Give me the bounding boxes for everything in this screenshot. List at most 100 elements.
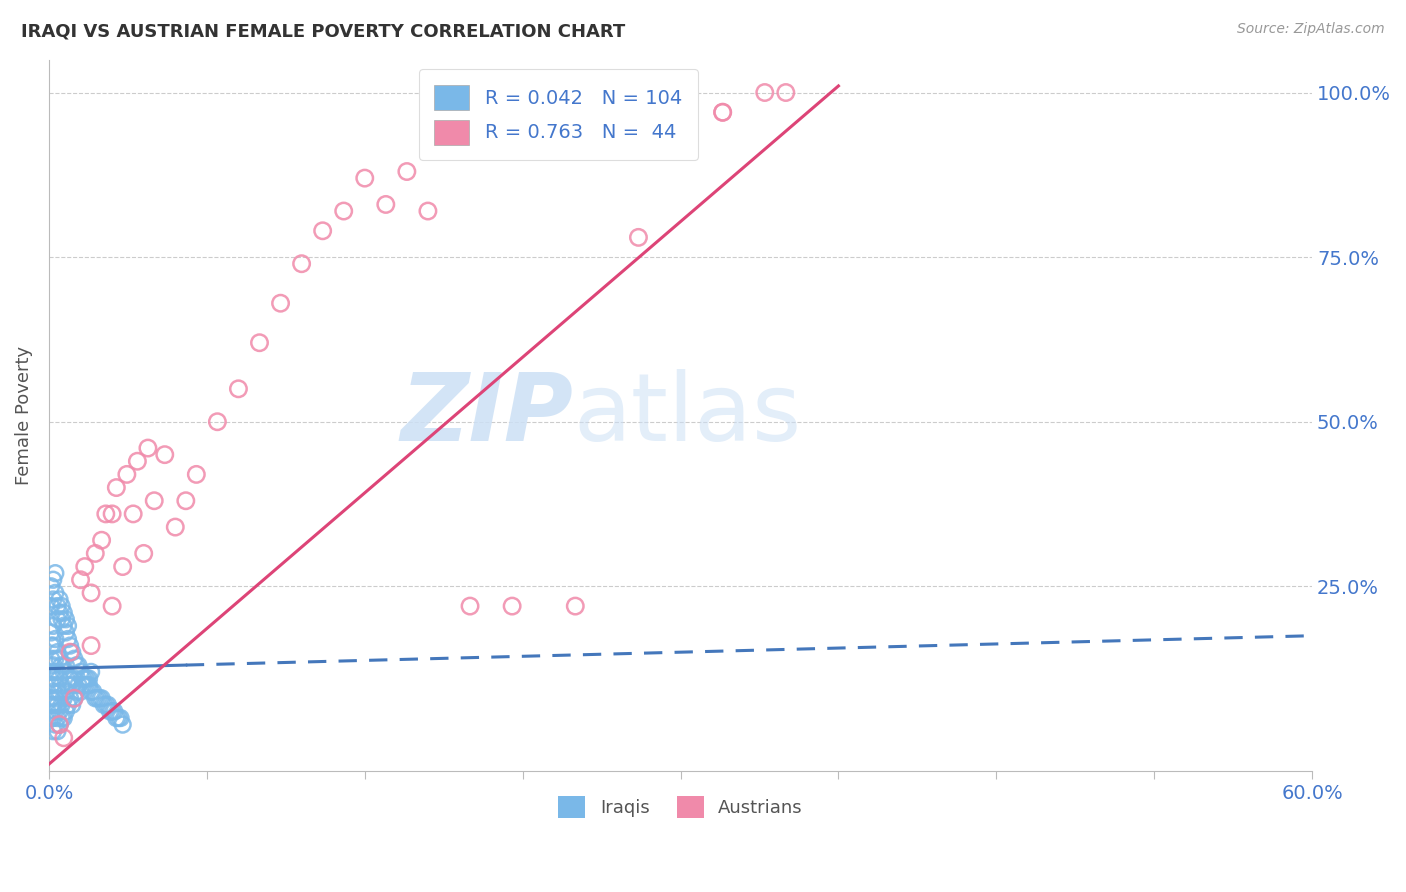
Point <box>127 454 149 468</box>
Point <box>186 467 208 482</box>
Point <box>80 665 103 679</box>
Point <box>44 691 66 706</box>
Point <box>55 705 77 719</box>
Point <box>46 724 69 739</box>
Point <box>46 645 69 659</box>
Point <box>105 711 128 725</box>
Point <box>44 586 66 600</box>
Point <box>89 691 111 706</box>
Point <box>60 698 83 712</box>
Point <box>39 665 62 679</box>
Point <box>72 678 94 692</box>
Point <box>44 566 66 581</box>
Point <box>48 592 70 607</box>
Point <box>77 672 100 686</box>
Point <box>39 639 62 653</box>
Point <box>44 632 66 646</box>
Point <box>52 731 75 745</box>
Point <box>80 639 103 653</box>
Point <box>93 698 115 712</box>
Point <box>56 632 79 646</box>
Point <box>46 684 69 698</box>
Point <box>174 493 197 508</box>
Point <box>111 717 134 731</box>
Point <box>711 105 734 120</box>
Point <box>84 691 107 706</box>
Point <box>39 625 62 640</box>
Point <box>42 639 65 653</box>
Point <box>51 711 73 725</box>
Point <box>56 678 79 692</box>
Point <box>101 507 124 521</box>
Point <box>76 678 98 692</box>
Point <box>711 105 734 120</box>
Point <box>73 559 96 574</box>
Point <box>86 691 108 706</box>
Point <box>39 678 62 692</box>
Point <box>63 691 86 706</box>
Point <box>228 382 250 396</box>
Point <box>132 546 155 560</box>
Point <box>63 652 86 666</box>
Point <box>39 579 62 593</box>
Point <box>291 257 314 271</box>
Point <box>311 224 333 238</box>
Point <box>165 520 187 534</box>
Point <box>46 711 69 725</box>
Point <box>332 204 354 219</box>
Point <box>94 507 117 521</box>
Point <box>77 678 100 692</box>
Point <box>42 658 65 673</box>
Point <box>270 296 292 310</box>
Point <box>42 711 65 725</box>
Point <box>44 717 66 731</box>
Point <box>115 467 138 482</box>
Point <box>52 691 75 706</box>
Point <box>122 507 145 521</box>
Point <box>103 705 125 719</box>
Point <box>69 684 91 698</box>
Point <box>51 599 73 613</box>
Point <box>63 672 86 686</box>
Legend: Iraqis, Austrians: Iraqis, Austrians <box>551 789 810 826</box>
Point <box>42 684 65 698</box>
Point <box>55 658 77 673</box>
Point <box>52 606 75 620</box>
Point <box>84 546 107 560</box>
Point <box>39 599 62 613</box>
Point <box>59 691 82 706</box>
Point <box>48 672 70 686</box>
Point <box>101 705 124 719</box>
Point <box>111 559 134 574</box>
Point <box>39 691 62 706</box>
Point <box>69 665 91 679</box>
Point <box>52 619 75 633</box>
Point <box>48 606 70 620</box>
Point <box>55 612 77 626</box>
Point <box>101 599 124 613</box>
Point <box>105 481 128 495</box>
Point <box>564 599 586 613</box>
Point <box>97 698 120 712</box>
Point <box>627 230 650 244</box>
Text: IRAQI VS AUSTRIAN FEMALE POVERTY CORRELATION CHART: IRAQI VS AUSTRIAN FEMALE POVERTY CORRELA… <box>21 22 626 40</box>
Point <box>60 645 83 659</box>
Point <box>136 441 159 455</box>
Point <box>76 672 98 686</box>
Point <box>374 197 396 211</box>
Text: Source: ZipAtlas.com: Source: ZipAtlas.com <box>1237 22 1385 37</box>
Point <box>42 573 65 587</box>
Point <box>44 678 66 692</box>
Point <box>52 665 75 679</box>
Point <box>51 698 73 712</box>
Point <box>52 711 75 725</box>
Point <box>46 698 69 712</box>
Point <box>55 684 77 698</box>
Point <box>42 592 65 607</box>
Point <box>55 625 77 640</box>
Text: ZIP: ZIP <box>401 369 574 461</box>
Point <box>42 619 65 633</box>
Point <box>416 204 439 219</box>
Point <box>59 639 82 653</box>
Point <box>458 599 481 613</box>
